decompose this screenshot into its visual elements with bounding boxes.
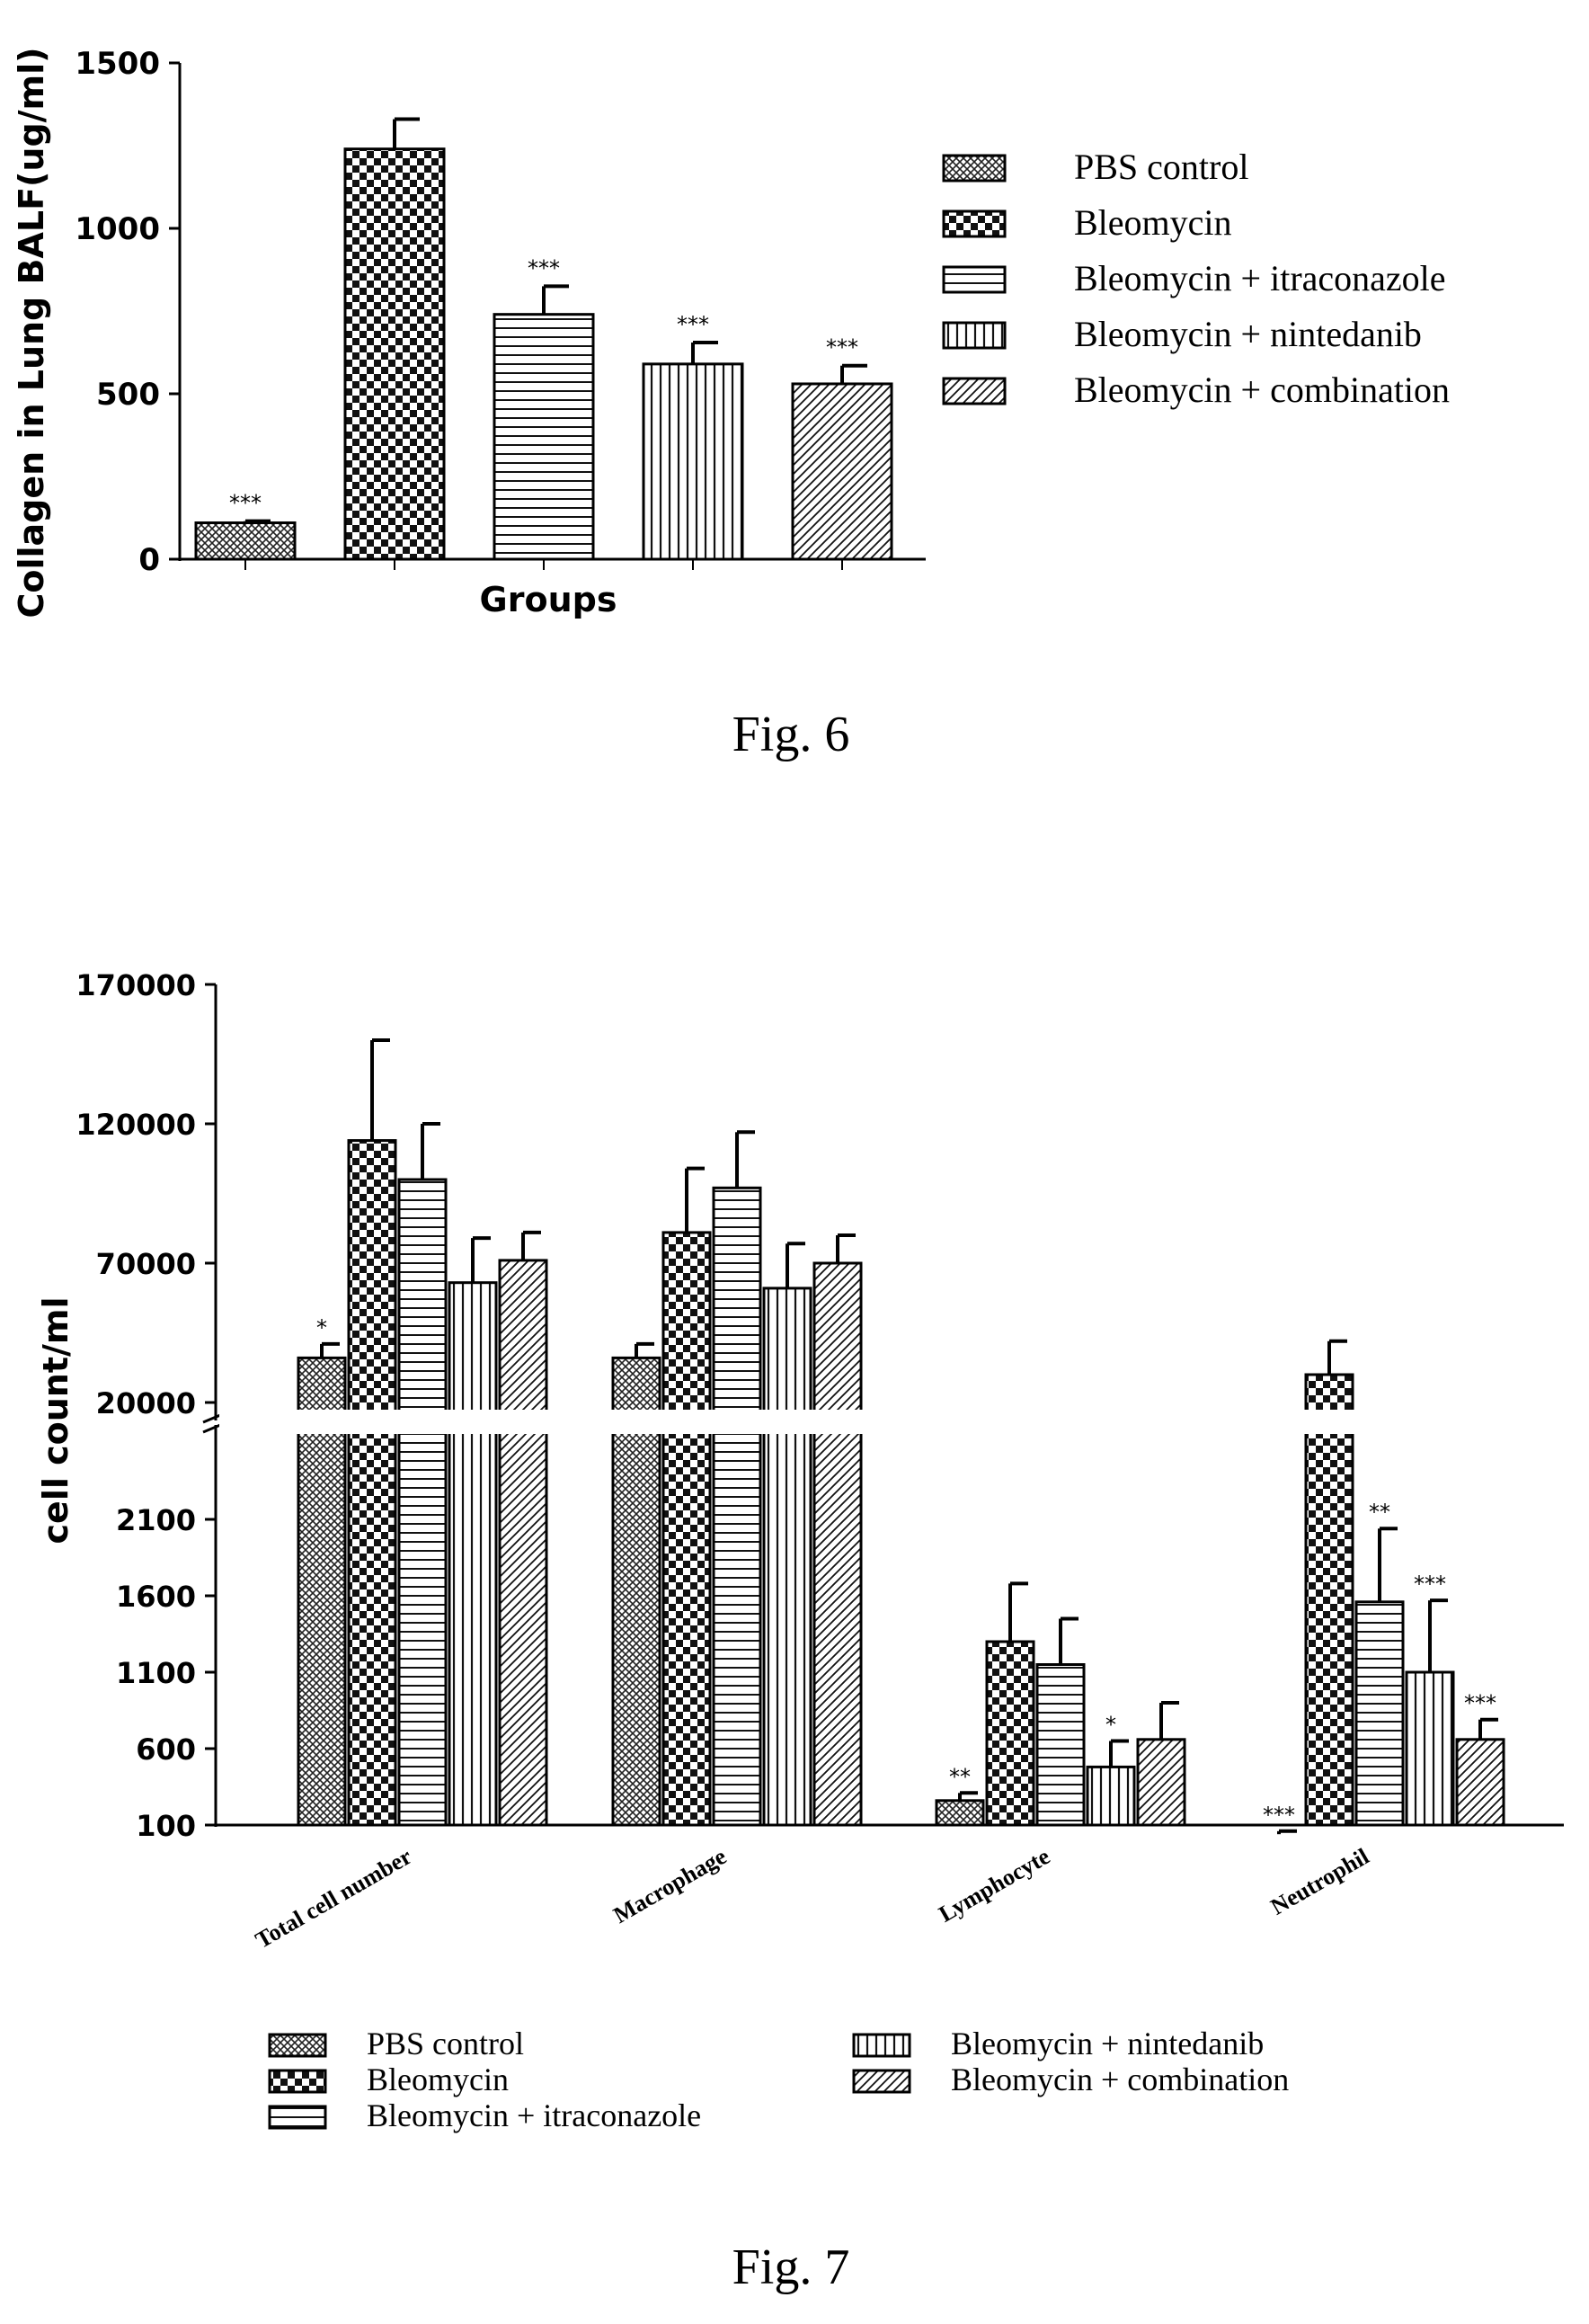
fig6-bar (194, 521, 297, 561)
fig6-bar (493, 313, 595, 561)
fig7-y-tick-label: 120000 (75, 1108, 196, 1142)
fig7-bar (1304, 1373, 1354, 1827)
fig7-bar (611, 1356, 661, 1827)
fig6-legend-swatch (942, 377, 1007, 405)
fig6-bars: *** *** *** *** (194, 117, 893, 561)
fig6-bar (642, 362, 744, 561)
fig6-y-tick-label: 0 (138, 542, 160, 578)
fig7-y-tick-label: 1100 (116, 1656, 196, 1690)
fig7-category-label: Total cell number (251, 1843, 416, 1954)
fig6-bar (791, 382, 893, 561)
fig7-bar (498, 1259, 548, 1827)
fig7-legend-label: Bleomycin + combination (951, 2061, 1289, 2097)
fig7-bar (397, 1178, 448, 1827)
fig7-bar (1136, 1738, 1186, 1827)
fig7-category-label: Macrophage (609, 1843, 731, 1928)
fig7-legend-swatch (852, 2033, 911, 2058)
fig6-legend-label: Bleomycin + nintedanib (1074, 314, 1422, 354)
fig7-y-tick-label: 2100 (116, 1503, 196, 1537)
fig7-y-tick-label: 70000 (96, 1247, 196, 1281)
fig6-y-tick-label: 1500 (75, 46, 160, 82)
fig7-y-tick-label: 1600 (116, 1580, 196, 1614)
fig7-y-tick-label: 100 (136, 1809, 196, 1843)
figure-6: 0 500 1000 1500 *** *** *** *** PBS control Ble… (12, 46, 1450, 762)
fig7-category-labels: Total cell number Macrophage Lymphocyte Neu… (251, 1843, 1373, 1954)
fig6-y-tick-label: 500 (96, 377, 160, 413)
fig6-legend-swatch (942, 209, 1007, 238)
fig7-legend-label: Bleomycin + itraconazole (367, 2097, 701, 2133)
fig6-legend-swatch (942, 321, 1007, 350)
fig6-legend-label: Bleomycin + combination (1074, 370, 1450, 410)
fig7-bar (985, 1640, 1035, 1827)
fig6-significance-label: *** (677, 312, 709, 337)
fig7-bar (762, 1287, 812, 1827)
fig7-significance-label: *** (1464, 1691, 1496, 1716)
fig7-significance-label: *** (1263, 1803, 1295, 1828)
fig7-bar (1035, 1663, 1086, 1827)
fig6-legend-label: Bleomycin (1074, 202, 1232, 243)
fig7-legend-swatch (852, 2069, 911, 2094)
fig7-legend-swatch (268, 2105, 327, 2130)
fig6-y-tick-label: 1000 (75, 211, 160, 247)
fig6-y-axis-label: Collagen in Lung BALF(ug/ml) (12, 47, 51, 618)
fig6-legend-label: Bleomycin + itraconazole (1074, 258, 1446, 298)
fig7-bar (297, 1356, 347, 1827)
fig7-legend-label: Bleomycin + nintedanib (951, 2026, 1264, 2061)
fig7-caption: Fig. 7 (732, 2239, 850, 2295)
fig6-bar (343, 147, 446, 561)
fig7-bar (712, 1186, 762, 1827)
fig7-bar (1455, 1738, 1505, 1827)
fig6-legend-swatch (942, 154, 1007, 183)
fig7-y-tick-label: 170000 (75, 968, 196, 1002)
fig7-bar (661, 1231, 712, 1827)
fig7-axis-break-band (219, 1410, 1567, 1434)
fig7-y-tick-label: 600 (136, 1732, 196, 1767)
fig6-legend-label: PBS control (1074, 147, 1248, 187)
fig7-legend-label: Bleomycin (367, 2061, 509, 2097)
fig7-legend-swatch (268, 2033, 327, 2058)
fig6-significance-label: *** (826, 335, 858, 361)
fig7-bar (1354, 1600, 1405, 1827)
fig7-significance-label: ** (949, 1764, 971, 1789)
fig6-significance-label: *** (229, 491, 262, 516)
fig6-legend-swatch (942, 265, 1007, 294)
fig6-legend: PBS control Bleomycin Bleomycin + itracona… (942, 147, 1450, 410)
fig7-bar (935, 1799, 985, 1827)
fig6-caption: Fig. 6 (732, 707, 850, 762)
figure-7: 20000 70000 120000 170000 100 600 1100 1600 2100… (36, 968, 1567, 2295)
fig7-significance-label: * (1105, 1713, 1116, 1738)
fig7-legend-label: PBS control (367, 2026, 524, 2061)
fig7-bar (1086, 1765, 1136, 1827)
fig7-category-label: Neutrophil (1266, 1843, 1373, 1920)
fig7-bar (448, 1281, 498, 1827)
fig7-bars: *************** (219, 1038, 1567, 1835)
fig6-axes: 0 500 1000 1500 (75, 46, 926, 578)
fig7-y-axis-label: cell count/ml (36, 1297, 75, 1545)
fig7-bar (812, 1261, 863, 1827)
fig7-bar (347, 1139, 397, 1827)
fig7-significance-label: ** (1369, 1500, 1390, 1525)
fig7-y-tick-label: 20000 (96, 1386, 196, 1420)
fig6-x-axis-label: Groups (480, 580, 617, 619)
fig6-significance-label: *** (528, 255, 560, 280)
fig7-legend-swatch (268, 2069, 327, 2094)
fig7-category-label: Lymphocyte (935, 1843, 1054, 1928)
fig7-significance-label: * (316, 1315, 327, 1340)
fig7-significance-label: *** (1414, 1572, 1446, 1597)
fig7-bar (1405, 1670, 1455, 1827)
